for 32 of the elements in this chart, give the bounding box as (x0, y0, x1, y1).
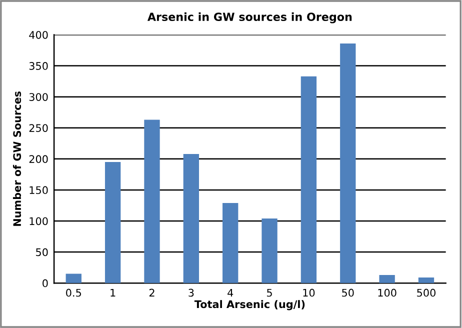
y-tick-label: 200 (29, 155, 48, 164)
bar (262, 218, 278, 284)
y-tick-label: 150 (30, 186, 48, 194)
x-tick-label: 5 (267, 288, 272, 297)
chart-title: Arsenic in GW sources in Oregon (147, 12, 352, 24)
y-tick-label: 0 (42, 279, 48, 288)
x-tick-label: 500 (417, 288, 436, 297)
x-tick-label: 10 (303, 288, 315, 297)
y-tick-label: 300 (29, 93, 48, 101)
bar (66, 274, 82, 284)
x-tick-label: 4 (228, 288, 234, 297)
bar (144, 120, 160, 284)
y-tick-label: 250 (29, 124, 48, 132)
x-axis-title: Total Arsenic (ug/l) (194, 300, 305, 310)
y-tick-label: 100 (30, 217, 48, 226)
bar (222, 202, 238, 284)
y-tick-label: 400 (29, 30, 48, 39)
y-tick-label: 350 (29, 62, 48, 70)
x-tick-label: 0.5 (66, 288, 82, 297)
bar (379, 274, 395, 284)
x-tick-label: 3 (188, 288, 194, 297)
x-tick-label: 100 (378, 288, 396, 297)
y-axis-title: Number of GW Sources (12, 91, 22, 226)
bar (418, 277, 434, 284)
bar (340, 43, 356, 284)
x-tick-label: 2 (149, 288, 154, 297)
bar (104, 162, 121, 284)
y-tick-label: 50 (36, 248, 48, 256)
x-tick-label: 50 (342, 288, 354, 297)
bar (300, 76, 317, 284)
x-tick-label: 1 (110, 288, 116, 297)
bar (183, 154, 200, 284)
